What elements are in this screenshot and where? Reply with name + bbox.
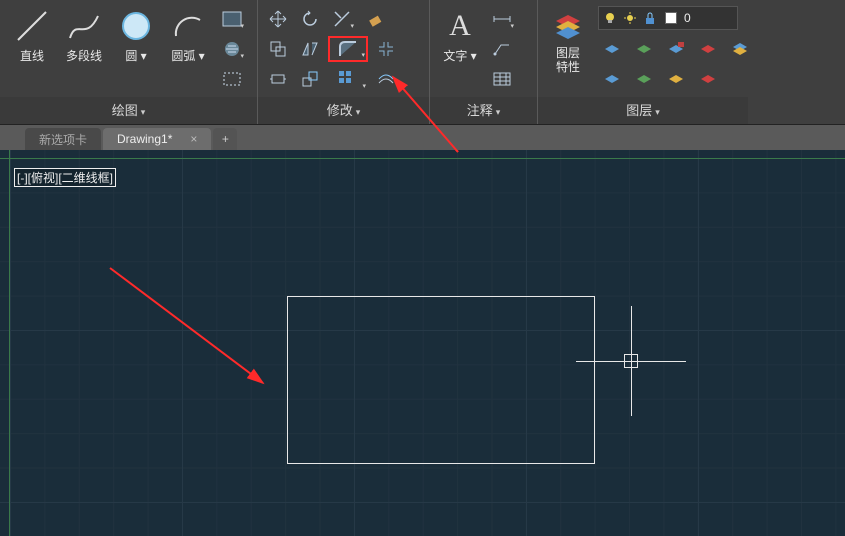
stretch-button[interactable] <box>264 66 292 92</box>
dropdown-caret: ▾ <box>195 49 204 63</box>
layer-tool-a[interactable] <box>598 64 626 90</box>
mirror-button[interactable] <box>296 36 324 62</box>
lock-icon <box>643 11 657 25</box>
line-button[interactable]: 直线 <box>6 4 58 69</box>
axis-y <box>9 150 10 536</box>
trim-button[interactable]: ▾ <box>328 6 356 32</box>
layer-props-label: 图层 特性 <box>556 47 580 75</box>
viewport-label[interactable]: [-][俯视][二维线框] <box>14 168 116 187</box>
arc-label: 圆弧 <box>171 49 195 63</box>
tab-close-icon[interactable]: × <box>190 132 197 146</box>
explode-button[interactable] <box>372 36 400 62</box>
panel-layers: 图层 特性 0 <box>538 0 748 124</box>
rotate-button[interactable] <box>296 6 324 32</box>
tab-drawing1[interactable]: Drawing1* × <box>103 128 211 150</box>
arc-button[interactable]: 圆弧 ▾ <box>162 4 214 69</box>
sun-icon <box>623 11 637 25</box>
layer-current-name: 0 <box>684 11 691 25</box>
scale-button[interactable] <box>296 66 324 92</box>
layer-tool-d[interactable] <box>694 64 722 90</box>
document-tabs: 新选项卡 Drawing1* × + <box>0 125 845 150</box>
panel-draw: 直线 多段线 圆 ▾ 圆弧 ▾ <box>0 0 258 124</box>
polyline-label: 多段线 <box>66 47 102 64</box>
text-label: 文字 <box>443 49 467 63</box>
panel-annotate: A 文字 ▾ ▾ 注释▾ <box>430 0 538 124</box>
rectangle-tool-button[interactable]: ▾ <box>218 6 246 32</box>
line-label: 直线 <box>20 47 44 64</box>
tab-add-button[interactable]: + <box>213 128 237 150</box>
lightbulb-icon <box>603 11 617 25</box>
panel-layers-title[interactable]: 图层▾ <box>538 97 748 124</box>
boundary-tool-button[interactable] <box>218 66 246 92</box>
offset-button[interactable] <box>372 66 400 92</box>
layer-dropdown[interactable]: 0 <box>598 6 738 30</box>
table-button[interactable] <box>488 66 516 92</box>
dropdown-caret: ▾ <box>137 49 146 63</box>
polyline-button[interactable]: 多段线 <box>58 4 110 69</box>
layer-tool-b[interactable] <box>630 64 658 90</box>
copy-button[interactable] <box>264 36 292 62</box>
layer-color-swatch <box>665 12 677 24</box>
array-button[interactable]: ▾ <box>328 66 368 92</box>
layer-off-button[interactable] <box>694 34 722 60</box>
panel-modify: ▾ ▾ ▾ 修改▾ <box>258 0 430 124</box>
text-button[interactable]: A 文字 ▾ <box>436 4 484 69</box>
circle-button[interactable]: 圆 ▾ <box>110 4 162 69</box>
erase-button[interactable] <box>360 6 388 32</box>
circle-label: 圆 <box>125 49 137 63</box>
move-button[interactable] <box>264 6 292 32</box>
hatch-tool-button[interactable]: ▾ <box>218 36 246 62</box>
tab-start[interactable]: 新选项卡 <box>25 128 101 150</box>
ribbon: 直线 多段线 圆 ▾ 圆弧 ▾ <box>0 0 845 125</box>
rectangle-shape[interactable] <box>287 296 595 464</box>
layer-iso-button[interactable] <box>598 34 626 60</box>
layer-freeze-button[interactable] <box>630 34 658 60</box>
axis-x <box>0 158 845 159</box>
layer-match-button[interactable] <box>726 34 754 60</box>
panel-modify-title[interactable]: 修改▾ <box>258 97 429 124</box>
dimension-linear-button[interactable]: ▾ <box>488 6 516 32</box>
layer-lock-button[interactable] <box>662 34 690 60</box>
layer-properties-button[interactable]: 图层 特性 <box>544 4 592 80</box>
fillet-button[interactable]: ▾ <box>328 36 368 62</box>
layer-tool-c[interactable] <box>662 64 690 90</box>
panel-annotate-title[interactable]: 注释▾ <box>430 97 537 124</box>
panel-draw-title[interactable]: 绘图▾ <box>0 97 257 124</box>
leader-button[interactable] <box>488 36 516 62</box>
drawing-canvas[interactable]: [-][俯视][二维线框] <box>0 150 845 536</box>
